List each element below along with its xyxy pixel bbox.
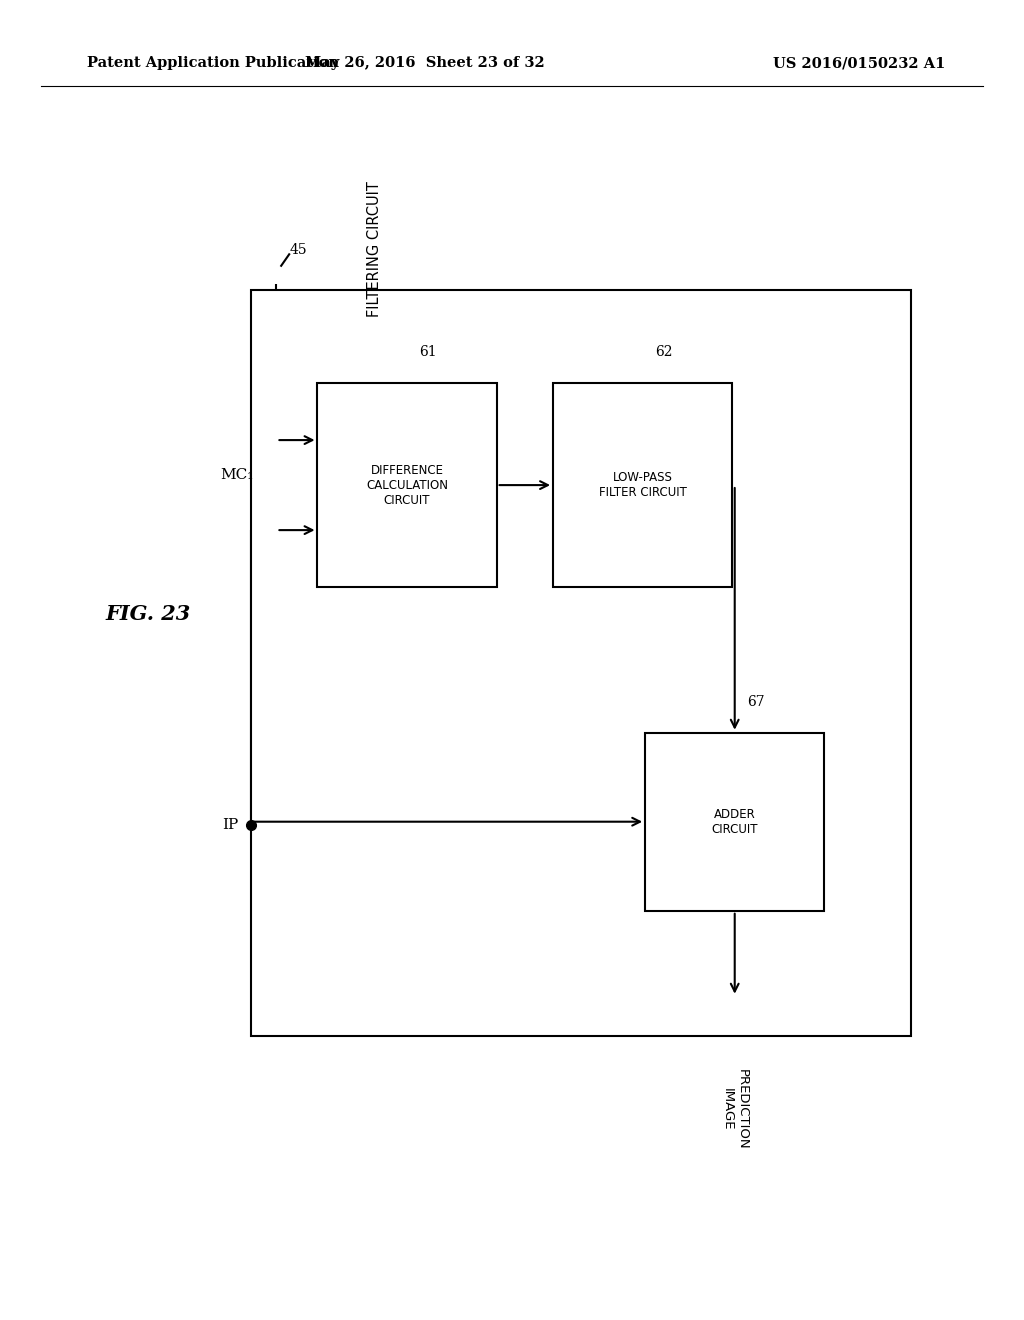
Text: US 2016/0150232 A1: US 2016/0150232 A1: [773, 57, 945, 70]
Text: 45: 45: [290, 243, 307, 257]
Text: ADDER
CIRCUIT: ADDER CIRCUIT: [712, 808, 758, 836]
Text: 61: 61: [420, 345, 437, 359]
Bar: [645, 733, 824, 911]
Text: DIFFERENCE
CALCULATION
CIRCUIT: DIFFERENCE CALCULATION CIRCUIT: [366, 463, 449, 507]
Text: LOW-PASS
FILTER CIRCUIT: LOW-PASS FILTER CIRCUIT: [599, 471, 686, 499]
Text: MC₁: MC₁: [220, 469, 254, 482]
Text: May 26, 2016  Sheet 23 of 32: May 26, 2016 Sheet 23 of 32: [305, 57, 545, 70]
Bar: [317, 383, 497, 587]
Text: FILTERING CIRCUIT: FILTERING CIRCUIT: [367, 181, 382, 317]
Bar: [251, 290, 911, 1036]
Text: 62: 62: [655, 345, 673, 359]
Text: FIG. 23: FIG. 23: [105, 603, 191, 624]
Text: IP: IP: [222, 818, 239, 832]
Bar: [553, 383, 732, 587]
Text: 67: 67: [748, 694, 765, 709]
Text: Patent Application Publication: Patent Application Publication: [87, 57, 339, 70]
Text: PREDICTION
IMAGE: PREDICTION IMAGE: [721, 1069, 750, 1150]
